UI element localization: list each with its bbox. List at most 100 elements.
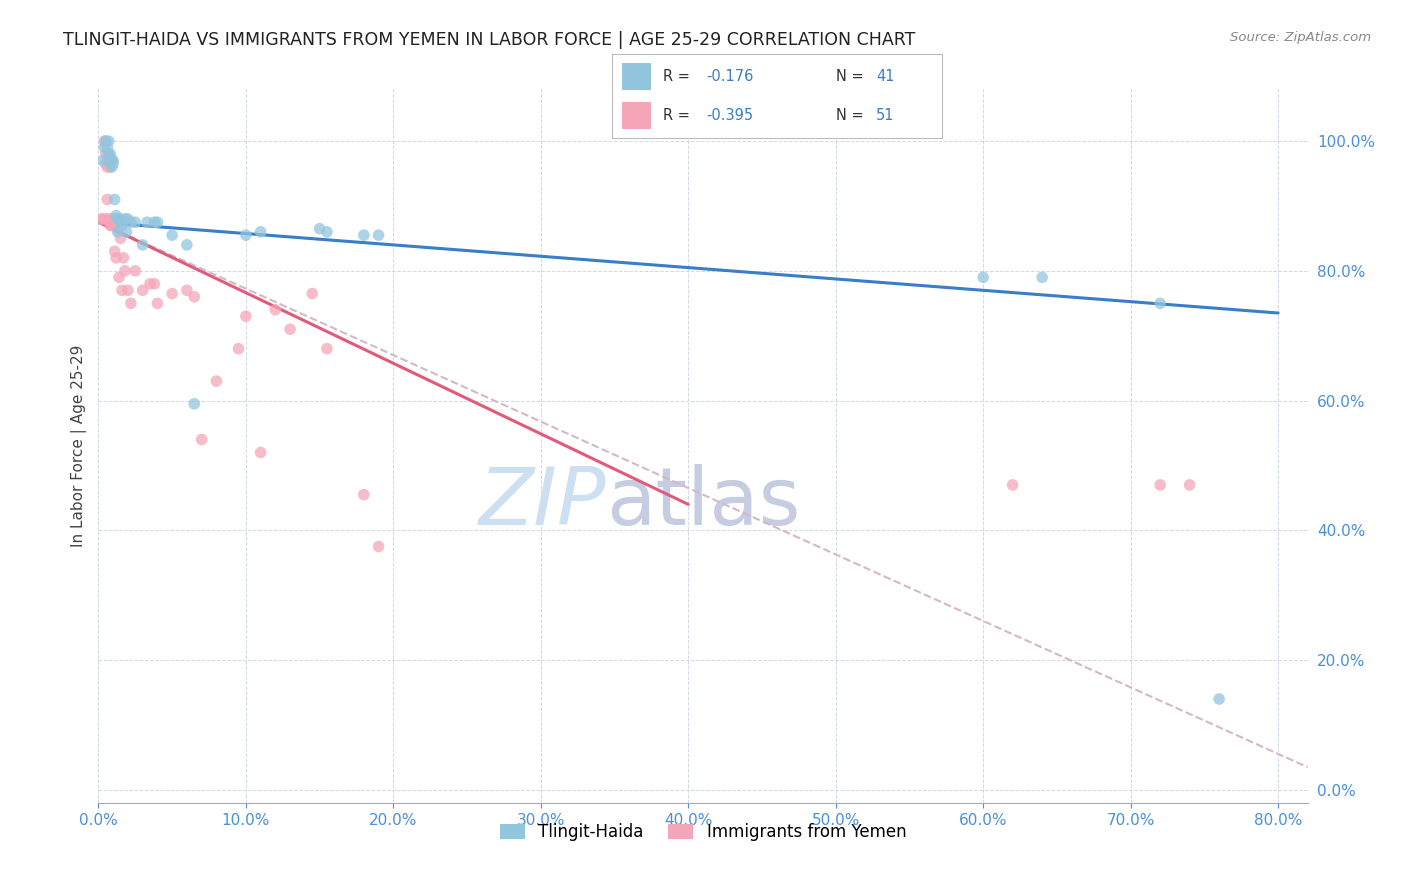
Point <box>93 140 115 154</box>
FancyBboxPatch shape <box>621 102 651 129</box>
Text: N =: N = <box>837 69 869 84</box>
Text: 51: 51 <box>876 108 894 123</box>
Point <box>104 219 127 233</box>
Point <box>98 153 121 168</box>
Point <box>110 211 132 226</box>
Point <box>107 221 129 235</box>
Point <box>96 153 118 168</box>
Point <box>353 488 375 502</box>
Point <box>108 270 131 285</box>
Point <box>110 215 132 229</box>
Point <box>367 228 389 243</box>
Point <box>117 211 139 226</box>
Point <box>100 219 122 233</box>
Point <box>96 160 118 174</box>
Point <box>1001 478 1024 492</box>
Point <box>124 264 146 278</box>
Point <box>146 296 169 310</box>
Legend: Tlingit-Haida, Immigrants from Yemen: Tlingit-Haida, Immigrants from Yemen <box>494 817 912 848</box>
Point <box>111 283 134 297</box>
Point <box>98 160 121 174</box>
Point <box>143 215 166 229</box>
Point <box>160 286 183 301</box>
Point <box>139 277 162 291</box>
Text: -0.395: -0.395 <box>706 108 752 123</box>
Point <box>96 140 118 154</box>
Point <box>136 215 159 229</box>
Point <box>107 211 129 226</box>
Point <box>117 283 139 297</box>
Text: TLINGIT-HAIDA VS IMMIGRANTS FROM YEMEN IN LABOR FORCE | AGE 25-29 CORRELATION CH: TLINGIT-HAIDA VS IMMIGRANTS FROM YEMEN I… <box>63 31 915 49</box>
Point <box>301 286 323 301</box>
Point <box>278 322 301 336</box>
Point <box>98 219 121 233</box>
Point <box>120 296 142 310</box>
Point <box>100 160 122 174</box>
Point <box>1149 478 1171 492</box>
Point <box>1031 270 1053 285</box>
Point <box>1208 692 1230 706</box>
Point <box>120 215 142 229</box>
Point <box>112 251 135 265</box>
Point <box>249 225 271 239</box>
Point <box>176 238 198 252</box>
Point <box>131 283 153 297</box>
Point <box>115 225 138 239</box>
Point <box>105 251 128 265</box>
Point <box>205 374 228 388</box>
Point <box>183 290 205 304</box>
Point <box>94 134 117 148</box>
Point <box>249 445 271 459</box>
Text: Source: ZipAtlas.com: Source: ZipAtlas.com <box>1230 31 1371 45</box>
Text: R =: R = <box>662 108 695 123</box>
Point <box>101 215 124 229</box>
Point <box>367 540 389 554</box>
Point <box>146 215 169 229</box>
FancyBboxPatch shape <box>621 62 651 90</box>
Point <box>190 433 212 447</box>
Point <box>105 209 128 223</box>
Point <box>91 153 114 168</box>
Point <box>91 211 114 226</box>
Point <box>94 147 117 161</box>
Text: atlas: atlas <box>606 464 800 542</box>
Point <box>114 264 136 278</box>
Point <box>96 193 118 207</box>
Point <box>972 270 994 285</box>
Point <box>98 153 121 168</box>
Point <box>228 342 250 356</box>
Point <box>183 397 205 411</box>
Point <box>308 221 330 235</box>
Point <box>114 211 136 226</box>
Point <box>101 153 124 168</box>
Text: -0.176: -0.176 <box>706 69 754 84</box>
Point <box>101 157 124 171</box>
Point <box>94 211 117 226</box>
Point <box>160 228 183 243</box>
Point <box>100 211 122 226</box>
Point <box>94 157 117 171</box>
Point <box>264 302 287 317</box>
Point <box>1178 478 1201 492</box>
Point <box>97 147 120 161</box>
Point <box>90 211 112 226</box>
Point <box>110 231 132 245</box>
Point <box>235 310 257 324</box>
Point <box>104 244 127 259</box>
Point <box>316 225 339 239</box>
Point <box>111 219 134 233</box>
Point <box>107 225 129 239</box>
Point <box>131 238 153 252</box>
Point <box>97 134 120 148</box>
Y-axis label: In Labor Force | Age 25-29: In Labor Force | Age 25-29 <box>72 345 87 547</box>
Point <box>1149 296 1171 310</box>
Point <box>143 277 166 291</box>
Text: ZIP: ZIP <box>479 464 606 542</box>
Point <box>97 153 120 168</box>
Text: 41: 41 <box>876 69 894 84</box>
Point <box>353 228 375 243</box>
Point <box>316 342 339 356</box>
Text: N =: N = <box>837 108 869 123</box>
Point <box>104 193 127 207</box>
Point <box>101 211 124 226</box>
